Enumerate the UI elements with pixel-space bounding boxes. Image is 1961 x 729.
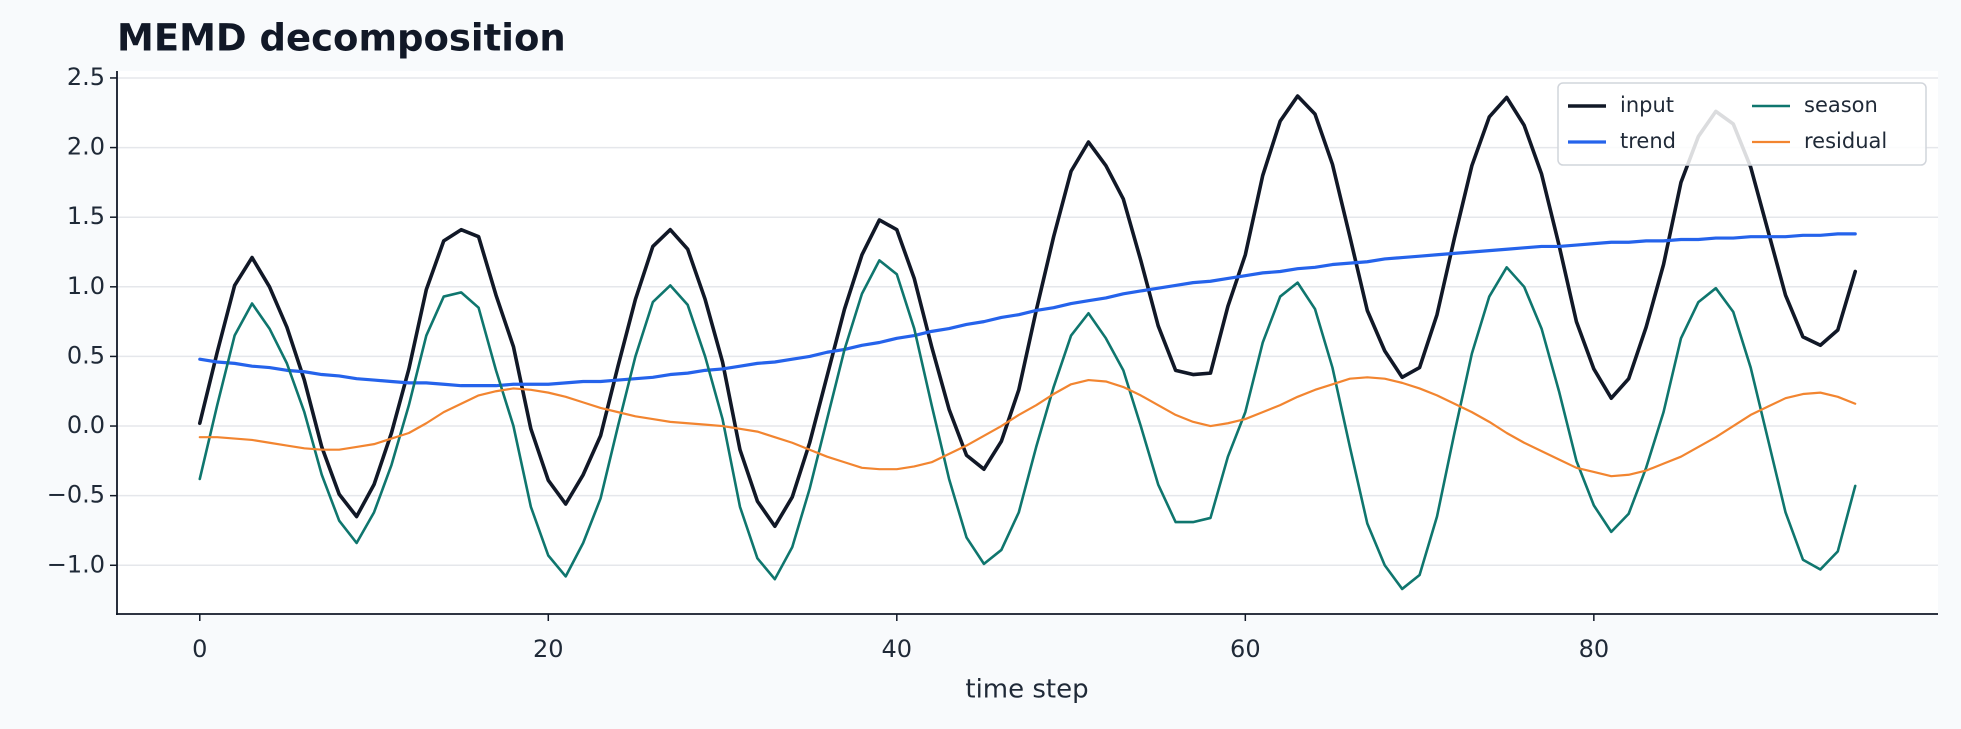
series-line [198, 376, 1857, 478]
x-tick-label: 40 [882, 635, 913, 663]
legend-box [1557, 82, 1927, 166]
y-tick-label: 1.0 [67, 272, 105, 300]
y-tick-label: −0.5 [47, 481, 105, 509]
x-tick-label: 60 [1230, 635, 1261, 663]
x-tick-label: 80 [1579, 635, 1610, 663]
y-tick-label: −1.0 [47, 550, 105, 578]
y-tick-label: 0.0 [67, 411, 105, 439]
x-tick-label: 0 [192, 635, 207, 663]
y-tick-label: 1.5 [67, 202, 105, 230]
series-line [197, 94, 1858, 529]
legend-label: season [1804, 93, 1878, 117]
y-tick-label: 2.0 [67, 133, 105, 161]
y-tick-label: 2.5 [67, 63, 105, 91]
x-tick-label: 20 [533, 635, 564, 663]
x-axis-label: time step [965, 675, 1088, 705]
legend-label: trend [1620, 129, 1676, 153]
legend-label: residual [1804, 129, 1887, 153]
legend-label: input [1620, 93, 1674, 117]
chart-title: MEMD decomposition [117, 17, 566, 60]
series-line [198, 232, 1857, 388]
y-tick-label: 0.5 [67, 341, 105, 369]
